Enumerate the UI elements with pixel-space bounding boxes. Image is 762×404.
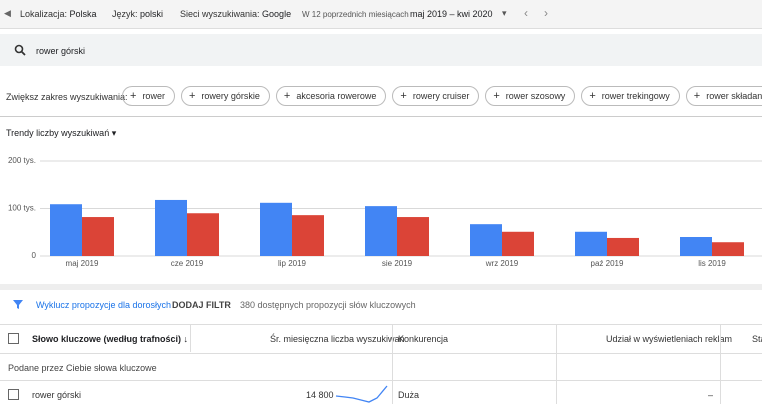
bar [470, 224, 502, 256]
x-tick-label: sie 2019 [382, 259, 413, 268]
label: Język: [112, 9, 138, 19]
period[interactable]: maj 2019 – kwi 2020 [410, 9, 493, 19]
group-label: Podane przez Ciebie słowa kluczowe [8, 363, 157, 373]
count: 380 dostępnych propozycji słów kluczowyc… [240, 300, 416, 310]
col[interactable]: Śr. miesięczna liczba wyszukiwań [270, 334, 405, 344]
col[interactable]: Słowo kluczowe (według trafności) ↓ [32, 334, 189, 344]
sep [392, 324, 393, 404]
chip[interactable]: rowery cruiser [392, 86, 480, 106]
bar [292, 215, 324, 256]
bar [502, 231, 534, 256]
chip[interactable]: rower składany [685, 86, 762, 106]
back-arrow[interactable]: ◀ [4, 8, 11, 18]
divider [0, 284, 762, 290]
bar [397, 217, 429, 256]
col[interactable]: Udział w wyświetleniach reklam [606, 334, 733, 344]
checkbox[interactable] [8, 389, 19, 400]
divider [0, 116, 762, 117]
x-tick-label: maj 2019 [66, 259, 99, 268]
sparkline [335, 385, 388, 403]
divider [0, 380, 762, 381]
keyword: rower górski [32, 390, 82, 400]
x-tick-label: paź 2019 [591, 259, 624, 268]
period-label: W 12 poprzednich miesiącach [302, 10, 409, 19]
competition: Duża [398, 390, 420, 400]
bar [575, 231, 607, 256]
impression-share: – [708, 390, 714, 400]
bar [680, 237, 712, 256]
chip[interactable]: rower [122, 86, 175, 106]
prev[interactable]: ‹ [524, 6, 528, 20]
col[interactable]: Konkurencja [398, 334, 449, 344]
language[interactable]: Język: polski [112, 9, 163, 19]
x-tick-label: lis 2019 [698, 259, 726, 268]
y-tick-label: 200 tys. [8, 156, 36, 165]
title: Trendy liczby wyszukiwań [6, 128, 110, 138]
x-tick-label: lip 2019 [278, 259, 307, 268]
add-filter[interactable]: DODAJ FILTR [172, 300, 231, 310]
bar [50, 204, 82, 256]
chart: 0 100 tys. 200 tys. maj 2019 cze 2019 lip 201… [8, 156, 762, 268]
x-tick-label: cze 2019 [171, 259, 204, 268]
dropdown[interactable]: ▾ [502, 8, 507, 18]
bar [607, 237, 639, 256]
table-header [0, 324, 762, 354]
bar [82, 217, 114, 256]
label: Sieci wyszukiwania: [180, 9, 260, 19]
sep [190, 324, 191, 352]
chip[interactable]: rower szosowy [485, 86, 576, 106]
exclude-adult[interactable]: Wyklucz propozycje dla dorosłych [36, 300, 171, 310]
label: Lokalizacja: [20, 9, 68, 19]
bar [365, 206, 397, 256]
value: Polska [69, 9, 97, 19]
y-tick-label: 100 tys. [8, 204, 36, 213]
value: Google [262, 9, 292, 19]
chip[interactable]: akcesoria rowerowe [275, 86, 387, 106]
bar [712, 242, 744, 256]
top-bar [0, 0, 762, 29]
chip[interactable]: rowery górskie [180, 86, 270, 106]
search-icon [14, 44, 26, 56]
search-query: rower górski [36, 46, 86, 56]
next[interactable]: › [544, 6, 548, 20]
y-tick-label: 0 [32, 251, 37, 260]
col[interactable]: Sta [752, 334, 762, 344]
checkbox[interactable] [8, 333, 19, 344]
location[interactable]: Lokalizacja: Polska [20, 9, 97, 19]
x-tick-label: wrz 2019 [485, 259, 519, 268]
network[interactable]: Sieci wyszukiwania: Google [180, 9, 291, 19]
bar [187, 213, 219, 256]
search-bar[interactable] [0, 34, 762, 66]
avg-searches: 14 800 [306, 390, 334, 400]
sep [556, 324, 557, 404]
chip[interactable]: rower trekingowy [581, 86, 680, 106]
bar [155, 199, 187, 256]
refine-label: Zwiększ zakres wyszukiwania: [6, 92, 128, 102]
chips: rowerrowery górskieakcesoria rowerowerow… [122, 86, 762, 106]
value: polski [140, 9, 164, 19]
sep [720, 324, 721, 404]
bar [260, 202, 292, 256]
col-label: Słowo kluczowe (według trafności) [32, 334, 182, 344]
chart-title[interactable]: Trendy liczby wyszukiwań ▾ [6, 128, 117, 138]
filter-icon [13, 300, 23, 309]
